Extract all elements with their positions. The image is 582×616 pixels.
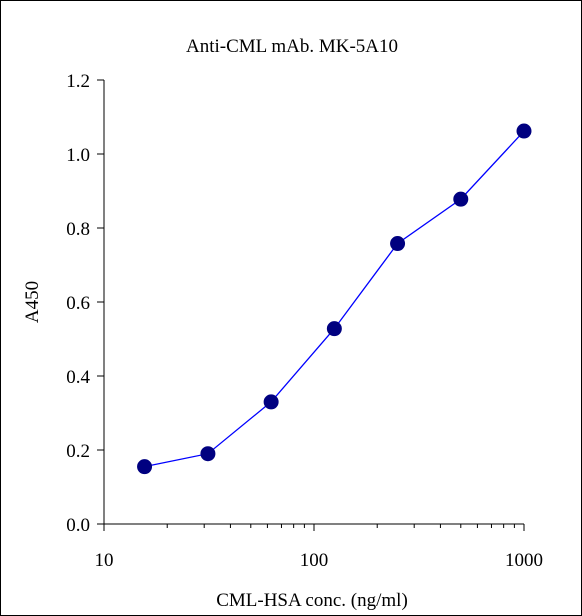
x-tick-label: 10	[95, 550, 114, 571]
y-axis-label: A450	[22, 281, 43, 323]
x-axis-ticks: 10 100 1000	[95, 524, 543, 571]
x-axis-label: CML-HSA conc. (ng/ml)	[216, 590, 408, 611]
y-tick-label: 0.4	[66, 367, 90, 388]
y-tick-label: 1.0	[66, 145, 90, 166]
data-point	[326, 321, 342, 337]
series-line	[144, 130, 525, 468]
data-point	[263, 394, 279, 410]
y-tick-label: 1.2	[66, 71, 90, 92]
x-tick-label: 100	[300, 550, 329, 571]
y-tick-label: 0.2	[66, 441, 90, 462]
data-point	[453, 191, 469, 207]
series-layer	[137, 123, 532, 475]
data-point	[390, 236, 406, 252]
data-point	[137, 459, 153, 475]
data-point	[516, 123, 532, 139]
chart-title: Anti-CML mAb. MK-5A10	[186, 36, 398, 57]
y-axis-ticks: 0.0 0.2 0.4 0.6 0.8 1.0 1.2	[66, 71, 104, 536]
y-tick-label: 0.0	[66, 515, 90, 536]
y-tick-label: 0.6	[66, 293, 90, 314]
y-tick-label: 0.8	[66, 219, 90, 240]
x-tick-label: 1000	[505, 550, 543, 571]
data-point	[200, 446, 216, 462]
